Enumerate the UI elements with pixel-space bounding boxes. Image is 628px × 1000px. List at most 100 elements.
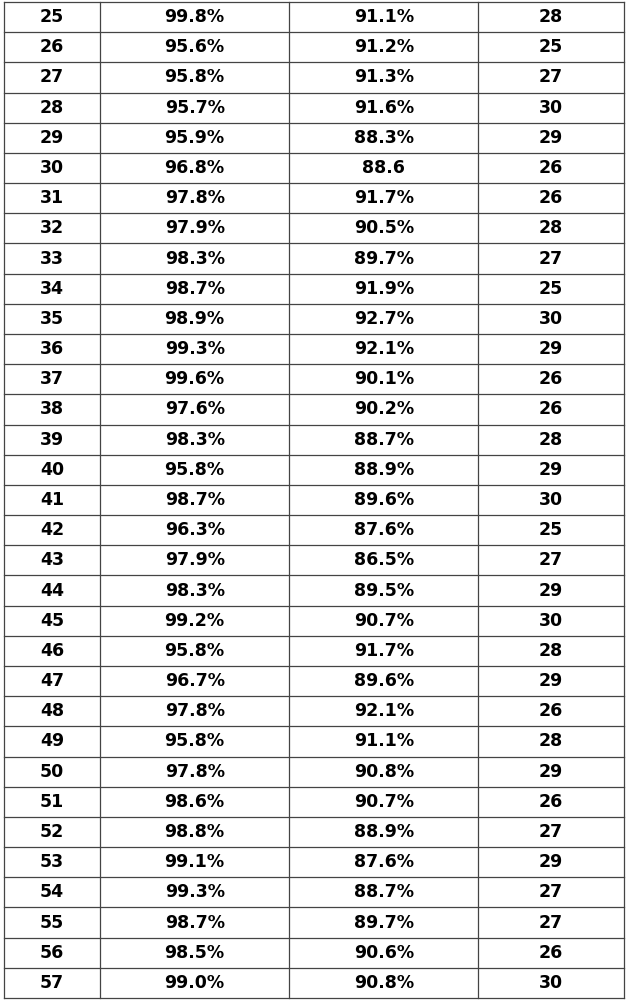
Text: 90.5%: 90.5% <box>354 219 414 237</box>
Text: 27: 27 <box>539 68 563 86</box>
Text: 97.9%: 97.9% <box>165 551 225 569</box>
Text: 41: 41 <box>40 491 64 509</box>
Text: 90.7%: 90.7% <box>354 793 414 811</box>
Text: 55: 55 <box>40 914 64 932</box>
Text: 30: 30 <box>539 974 563 992</box>
Text: 57: 57 <box>40 974 64 992</box>
Text: 30: 30 <box>539 491 563 509</box>
Text: 97.8%: 97.8% <box>165 702 225 720</box>
Text: 95.8%: 95.8% <box>165 732 225 750</box>
Text: 95.8%: 95.8% <box>165 461 225 479</box>
Text: 98.7%: 98.7% <box>165 914 225 932</box>
Text: 91.2%: 91.2% <box>354 38 414 56</box>
Text: 91.1%: 91.1% <box>354 8 414 26</box>
Text: 98.9%: 98.9% <box>165 310 225 328</box>
Text: 48: 48 <box>40 702 64 720</box>
Text: 99.8%: 99.8% <box>165 8 225 26</box>
Text: 95.8%: 95.8% <box>165 642 225 660</box>
Text: 96.3%: 96.3% <box>165 521 225 539</box>
Text: 37: 37 <box>40 370 64 388</box>
Text: 92.7%: 92.7% <box>354 310 414 328</box>
Text: 98.6%: 98.6% <box>165 793 225 811</box>
Text: 98.3%: 98.3% <box>165 582 225 600</box>
Text: 91.7%: 91.7% <box>354 189 414 207</box>
Text: 50: 50 <box>40 763 64 781</box>
Text: 99.1%: 99.1% <box>165 853 225 871</box>
Text: 39: 39 <box>40 431 64 449</box>
Text: 30: 30 <box>539 612 563 630</box>
Text: 96.7%: 96.7% <box>165 672 225 690</box>
Text: 29: 29 <box>539 582 563 600</box>
Text: 99.2%: 99.2% <box>165 612 225 630</box>
Text: 49: 49 <box>40 732 64 750</box>
Text: 88.9%: 88.9% <box>354 461 414 479</box>
Text: 91.3%: 91.3% <box>354 68 414 86</box>
Text: 35: 35 <box>40 310 64 328</box>
Text: 26: 26 <box>539 793 563 811</box>
Text: 54: 54 <box>40 883 64 901</box>
Text: 56: 56 <box>40 944 64 962</box>
Text: 87.6%: 87.6% <box>354 521 414 539</box>
Text: 30: 30 <box>539 99 563 117</box>
Text: 28: 28 <box>40 99 64 117</box>
Text: 28: 28 <box>539 8 563 26</box>
Text: 91.6%: 91.6% <box>354 99 414 117</box>
Text: 98.8%: 98.8% <box>165 823 225 841</box>
Text: 99.3%: 99.3% <box>165 340 225 358</box>
Text: 97.8%: 97.8% <box>165 189 225 207</box>
Text: 30: 30 <box>40 159 64 177</box>
Text: 29: 29 <box>539 340 563 358</box>
Text: 99.0%: 99.0% <box>165 974 225 992</box>
Text: 27: 27 <box>539 914 563 932</box>
Text: 91.1%: 91.1% <box>354 732 414 750</box>
Text: 28: 28 <box>539 431 563 449</box>
Text: 29: 29 <box>539 763 563 781</box>
Text: 96.8%: 96.8% <box>165 159 225 177</box>
Text: 29: 29 <box>40 129 64 147</box>
Text: 89.5%: 89.5% <box>354 582 414 600</box>
Text: 27: 27 <box>539 250 563 268</box>
Text: 27: 27 <box>539 823 563 841</box>
Text: 89.7%: 89.7% <box>354 250 414 268</box>
Text: 97.6%: 97.6% <box>165 400 225 418</box>
Text: 46: 46 <box>40 642 64 660</box>
Text: 29: 29 <box>539 129 563 147</box>
Text: 98.3%: 98.3% <box>165 431 225 449</box>
Text: 99.6%: 99.6% <box>165 370 225 388</box>
Text: 26: 26 <box>539 944 563 962</box>
Text: 91.9%: 91.9% <box>354 280 414 298</box>
Text: 95.9%: 95.9% <box>165 129 225 147</box>
Text: 26: 26 <box>40 38 64 56</box>
Text: 29: 29 <box>539 853 563 871</box>
Text: 36: 36 <box>40 340 64 358</box>
Text: 25: 25 <box>539 38 563 56</box>
Text: 26: 26 <box>539 159 563 177</box>
Text: 26: 26 <box>539 189 563 207</box>
Text: 92.1%: 92.1% <box>354 340 414 358</box>
Text: 40: 40 <box>40 461 64 479</box>
Text: 33: 33 <box>40 250 64 268</box>
Text: 31: 31 <box>40 189 64 207</box>
Text: 26: 26 <box>539 370 563 388</box>
Text: 42: 42 <box>40 521 64 539</box>
Text: 47: 47 <box>40 672 64 690</box>
Text: 28: 28 <box>539 732 563 750</box>
Text: 98.3%: 98.3% <box>165 250 225 268</box>
Text: 90.8%: 90.8% <box>354 763 414 781</box>
Text: 88.7%: 88.7% <box>354 431 414 449</box>
Text: 25: 25 <box>539 521 563 539</box>
Text: 32: 32 <box>40 219 64 237</box>
Text: 44: 44 <box>40 582 64 600</box>
Text: 90.1%: 90.1% <box>354 370 414 388</box>
Text: 88.6: 88.6 <box>362 159 405 177</box>
Text: 29: 29 <box>539 461 563 479</box>
Text: 26: 26 <box>539 702 563 720</box>
Text: 27: 27 <box>40 68 64 86</box>
Text: 90.6%: 90.6% <box>354 944 414 962</box>
Text: 90.2%: 90.2% <box>354 400 414 418</box>
Text: 45: 45 <box>40 612 64 630</box>
Text: 98.7%: 98.7% <box>165 280 225 298</box>
Text: 88.3%: 88.3% <box>354 129 414 147</box>
Text: 28: 28 <box>539 219 563 237</box>
Text: 91.7%: 91.7% <box>354 642 414 660</box>
